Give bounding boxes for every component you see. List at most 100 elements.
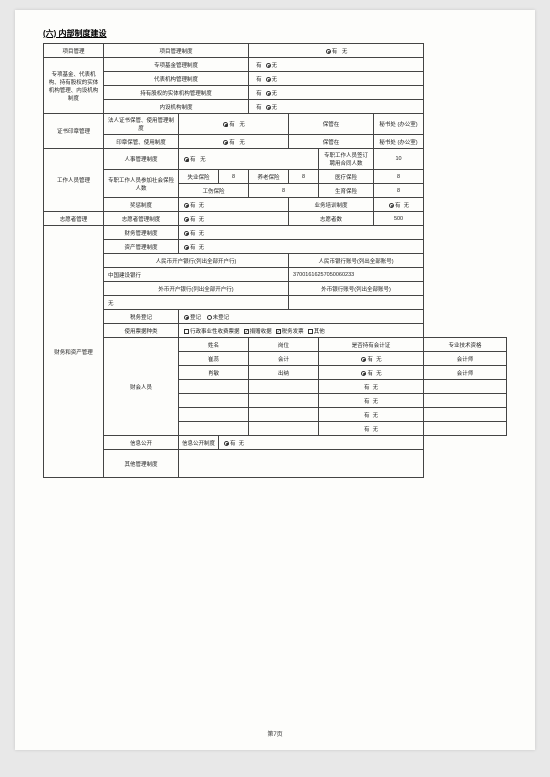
radio-cell[interactable]: 有 无 (319, 422, 424, 436)
cell: 业务培训制度 (289, 198, 374, 212)
radio-cell[interactable]: 有 无 (319, 380, 424, 394)
cell: 财会人员 (104, 338, 179, 436)
radio-cell[interactable]: 有 无 (249, 100, 424, 114)
radio-cell[interactable]: 有 无 (319, 408, 424, 422)
cell: 养老保险 (249, 170, 289, 184)
cell: 崔蕊 (179, 352, 249, 366)
cell: 信息公开制度 (179, 436, 219, 450)
radio-cell[interactable]: 有 无 (179, 240, 424, 254)
cell: 财务和资产管理 (44, 226, 104, 478)
radio-cell[interactable]: 有 无 (249, 44, 424, 58)
cell (424, 408, 507, 422)
cell (179, 422, 249, 436)
radio-cell[interactable]: 登记 未登记 (179, 310, 424, 324)
internal-system-table: 项目管理 项目管理制度 有 无 专项基金、代表机构、持有股权的实体机构管理、内设… (43, 43, 507, 478)
section-heading: (六) 内部制度建设 (43, 28, 507, 39)
cell: 无 (104, 296, 289, 310)
cell: 8 (249, 184, 319, 198)
cell: 会计 (249, 352, 319, 366)
cell: 志愿者管理制度 (104, 212, 179, 226)
cell: 秘书处 (办公室) (374, 114, 424, 135)
cell: 工伤保险 (179, 184, 249, 198)
cell: 保管在 (289, 135, 374, 149)
cell: 外币银行账号(列出全部账号) (289, 282, 424, 296)
cell (249, 394, 319, 408)
cell: 生育保险 (319, 184, 374, 198)
cell (249, 380, 319, 394)
cell (249, 422, 319, 436)
cell: 资产管理制度 (104, 240, 179, 254)
cell: 8 (374, 184, 424, 198)
radio-cell[interactable]: 有 无 (179, 114, 289, 135)
cell (179, 408, 249, 422)
cell: 8 (374, 170, 424, 184)
cell: 专项基金、代表机构、持有股权的实体机构管理、内设机构制度 (44, 58, 104, 114)
cell: 人事管理制度 (104, 149, 179, 170)
cell (179, 450, 424, 478)
cell: 人民币银行账号(列出全部账号) (289, 254, 424, 268)
cell: 秘书处 (办公室) (374, 135, 424, 149)
cell: 8 (219, 170, 249, 184)
cell: 志愿者数 (289, 212, 374, 226)
checkbox-cell[interactable]: 行政事业性收费票据 捐赠收据 税务发票 其他 (179, 324, 424, 338)
page-footer: 第7页 (15, 729, 535, 738)
cell: 项目管理制度 (104, 44, 249, 58)
cell (424, 380, 507, 394)
radio-cell[interactable]: 有 无 (319, 352, 424, 366)
cell (249, 408, 319, 422)
cell: 内设机构制度 (104, 100, 249, 114)
cell: 会计师 (424, 352, 507, 366)
cell: 信息公开 (104, 436, 179, 450)
cell: 证书印章管理 (44, 114, 104, 149)
cell: 专业技术资格 (424, 338, 507, 352)
radio-cell[interactable]: 有 无 (319, 366, 424, 380)
cell: 500 (374, 212, 424, 226)
cell: 奖惩制度 (104, 198, 179, 212)
cell: 工作人员管理 (44, 149, 104, 212)
cell: 保管在 (289, 114, 374, 135)
cell: 岗位 (249, 338, 319, 352)
cell: 是否持有会计证 (319, 338, 424, 352)
radio-cell[interactable]: 有 无 (374, 198, 424, 212)
cell: 专职工作人员参加社会保险人数 (104, 170, 179, 198)
cell: 项目管理 (44, 44, 104, 58)
radio-cell[interactable]: 有 无 (179, 149, 319, 170)
cell: 印章保管、使用制度 (104, 135, 179, 149)
cell (424, 394, 507, 408)
radio-cell[interactable]: 有 无 (249, 58, 424, 72)
cell: 外币开户银行(列出全部开户行) (104, 282, 289, 296)
cell: 姓名 (179, 338, 249, 352)
radio-cell[interactable]: 有 无 (179, 226, 424, 240)
cell (179, 394, 249, 408)
cell: 志愿者管理 (44, 212, 104, 226)
cell: 医疗保险 (319, 170, 374, 184)
cell: 法人证书保管、使用管理制度 (104, 114, 179, 135)
cell: 出纳 (249, 366, 319, 380)
cell: 肖敏 (179, 366, 249, 380)
cell: 人民币开户银行(列出全部开户行) (104, 254, 289, 268)
cell: 10 (374, 149, 424, 170)
radio-cell[interactable]: 有 无 (179, 135, 289, 149)
cell: 持有股权的实体机构管理制度 (104, 86, 249, 100)
radio-cell[interactable]: 有 无 (249, 72, 424, 86)
cell: 专项基金管理制度 (104, 58, 249, 72)
cell: 使用票据种类 (104, 324, 179, 338)
radio-cell[interactable]: 有 无 (219, 436, 424, 450)
radio-cell[interactable]: 有 无 (319, 394, 424, 408)
cell: 8 (289, 170, 319, 184)
cell: 专职工作人员签订聘用合同人数 (319, 149, 374, 170)
radio-cell[interactable]: 有 无 (249, 86, 424, 100)
radio-cell[interactable]: 有 无 (179, 212, 289, 226)
cell: 代表机构管理制度 (104, 72, 249, 86)
cell: 其他管理制度 (104, 450, 179, 478)
radio-cell[interactable]: 有 无 (179, 198, 289, 212)
cell: 财务管理制度 (104, 226, 179, 240)
cell (424, 422, 507, 436)
cell: 会计师 (424, 366, 507, 380)
cell: 37001616257050060233 (289, 268, 424, 282)
cell (179, 380, 249, 394)
cell (289, 296, 424, 310)
cell: 税务登记 (104, 310, 179, 324)
cell: 失业保险 (179, 170, 219, 184)
cell: 中国建设银行 (104, 268, 289, 282)
